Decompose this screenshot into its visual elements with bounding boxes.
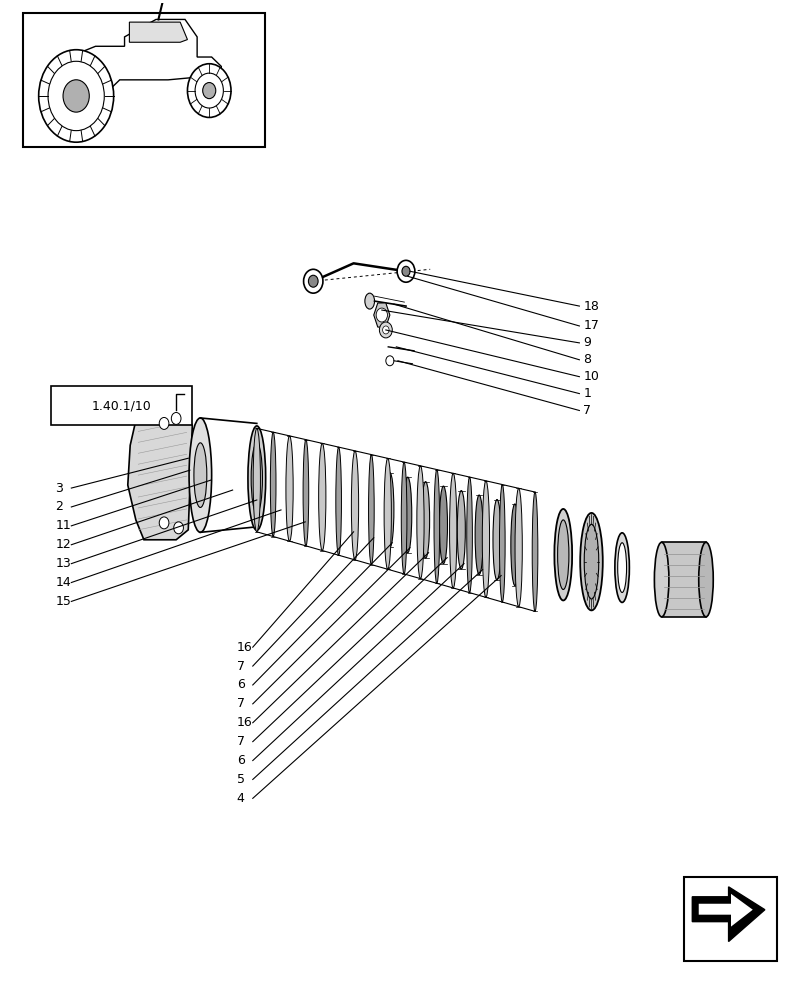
Polygon shape [69, 19, 221, 89]
Ellipse shape [654, 542, 668, 617]
Ellipse shape [474, 495, 483, 575]
Ellipse shape [385, 473, 393, 547]
Circle shape [159, 417, 169, 429]
Circle shape [375, 308, 387, 322]
Ellipse shape [351, 451, 358, 560]
Circle shape [203, 83, 216, 99]
Ellipse shape [617, 543, 626, 592]
Text: 15: 15 [55, 595, 71, 608]
Bar [51, 386, 192, 425]
Text: 8: 8 [582, 353, 590, 366]
Text: 4: 4 [236, 792, 244, 805]
Ellipse shape [251, 443, 262, 513]
Ellipse shape [614, 533, 629, 602]
Ellipse shape [698, 542, 712, 617]
Circle shape [39, 50, 114, 142]
Ellipse shape [499, 485, 504, 602]
Ellipse shape [439, 486, 447, 564]
Ellipse shape [514, 488, 521, 607]
Text: 6: 6 [236, 678, 244, 691]
Circle shape [174, 522, 183, 534]
Text: 7: 7 [236, 697, 244, 710]
Polygon shape [698, 894, 752, 927]
Circle shape [303, 269, 323, 293]
Text: 13: 13 [55, 557, 71, 570]
Polygon shape [129, 22, 187, 42]
Circle shape [382, 326, 388, 334]
Ellipse shape [557, 520, 569, 589]
Ellipse shape [364, 293, 374, 309]
Text: 7: 7 [236, 735, 244, 748]
Ellipse shape [510, 504, 518, 586]
Text: 2: 2 [55, 500, 63, 513]
Ellipse shape [318, 443, 325, 551]
Circle shape [171, 412, 181, 424]
Text: 1.40.1/10: 1.40.1/10 [92, 399, 152, 412]
Circle shape [159, 517, 169, 529]
Circle shape [195, 73, 223, 108]
Circle shape [379, 322, 392, 338]
Ellipse shape [368, 455, 374, 565]
Bar [684, 877, 776, 961]
Ellipse shape [583, 524, 598, 599]
Text: 18: 18 [582, 300, 599, 313]
Text: 1: 1 [582, 387, 590, 400]
Ellipse shape [492, 500, 500, 580]
Circle shape [187, 64, 230, 117]
Ellipse shape [253, 428, 260, 532]
Ellipse shape [421, 482, 429, 558]
Circle shape [308, 275, 318, 287]
Ellipse shape [482, 481, 489, 597]
Ellipse shape [466, 477, 472, 593]
Polygon shape [127, 410, 192, 540]
Text: 7: 7 [582, 404, 590, 417]
Bar [661, 542, 705, 617]
Text: 9: 9 [582, 336, 590, 349]
Text: 14: 14 [55, 576, 71, 589]
Circle shape [401, 266, 410, 276]
Ellipse shape [247, 426, 265, 530]
Ellipse shape [554, 509, 572, 600]
Text: 5: 5 [236, 773, 244, 786]
Text: 10: 10 [582, 370, 599, 383]
Ellipse shape [433, 470, 439, 583]
Text: 17: 17 [582, 319, 599, 332]
Circle shape [385, 356, 393, 366]
Text: 11: 11 [55, 519, 71, 532]
Ellipse shape [403, 477, 411, 553]
Polygon shape [692, 887, 764, 942]
Text: 12: 12 [55, 538, 71, 551]
Text: 3: 3 [55, 482, 63, 495]
Circle shape [48, 61, 104, 131]
Text: 16: 16 [236, 641, 252, 654]
Ellipse shape [189, 418, 212, 532]
Polygon shape [373, 303, 389, 327]
Text: 6: 6 [236, 754, 244, 767]
Ellipse shape [270, 432, 276, 537]
Ellipse shape [384, 458, 391, 569]
Ellipse shape [303, 440, 308, 546]
Ellipse shape [401, 462, 406, 574]
Ellipse shape [580, 513, 602, 610]
Ellipse shape [457, 491, 465, 569]
Ellipse shape [531, 492, 537, 611]
Bar [23, 13, 264, 147]
Ellipse shape [285, 436, 293, 541]
Ellipse shape [336, 447, 341, 555]
Circle shape [397, 260, 414, 282]
Text: 7: 7 [236, 660, 244, 673]
Circle shape [63, 80, 89, 112]
Ellipse shape [449, 473, 457, 588]
Text: 16: 16 [236, 716, 252, 729]
Ellipse shape [194, 443, 207, 507]
Ellipse shape [416, 466, 423, 579]
